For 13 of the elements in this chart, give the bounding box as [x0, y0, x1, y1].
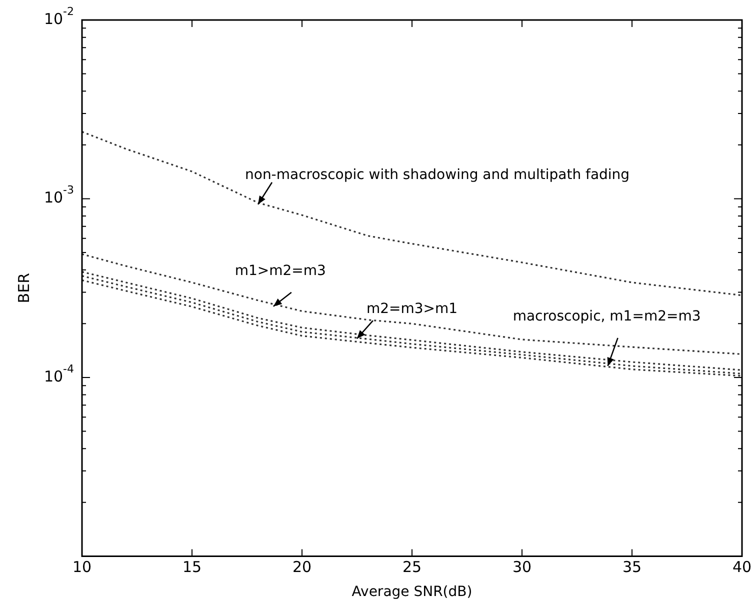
- x-tick-label: 15: [182, 558, 202, 576]
- x-tick-label: 10: [72, 558, 92, 576]
- annotation: m1>m2=m3: [234, 262, 326, 279]
- x-axis-title: Average SNR(dB): [352, 584, 472, 600]
- x-tick-label: 25: [402, 558, 422, 576]
- y-axis-title: BER: [14, 273, 33, 304]
- x-tick-label: 30: [512, 558, 532, 576]
- x-tick-label: 40: [732, 558, 752, 576]
- annotation: macroscopic, m1=m2=m3: [512, 308, 701, 325]
- annotation: m2=m3>m1: [366, 301, 458, 318]
- x-tick-label: 20: [292, 558, 312, 576]
- x-tick-label: 35: [622, 558, 642, 576]
- annotation: non-macroscopic with shadowing and multipath fading: [245, 167, 630, 184]
